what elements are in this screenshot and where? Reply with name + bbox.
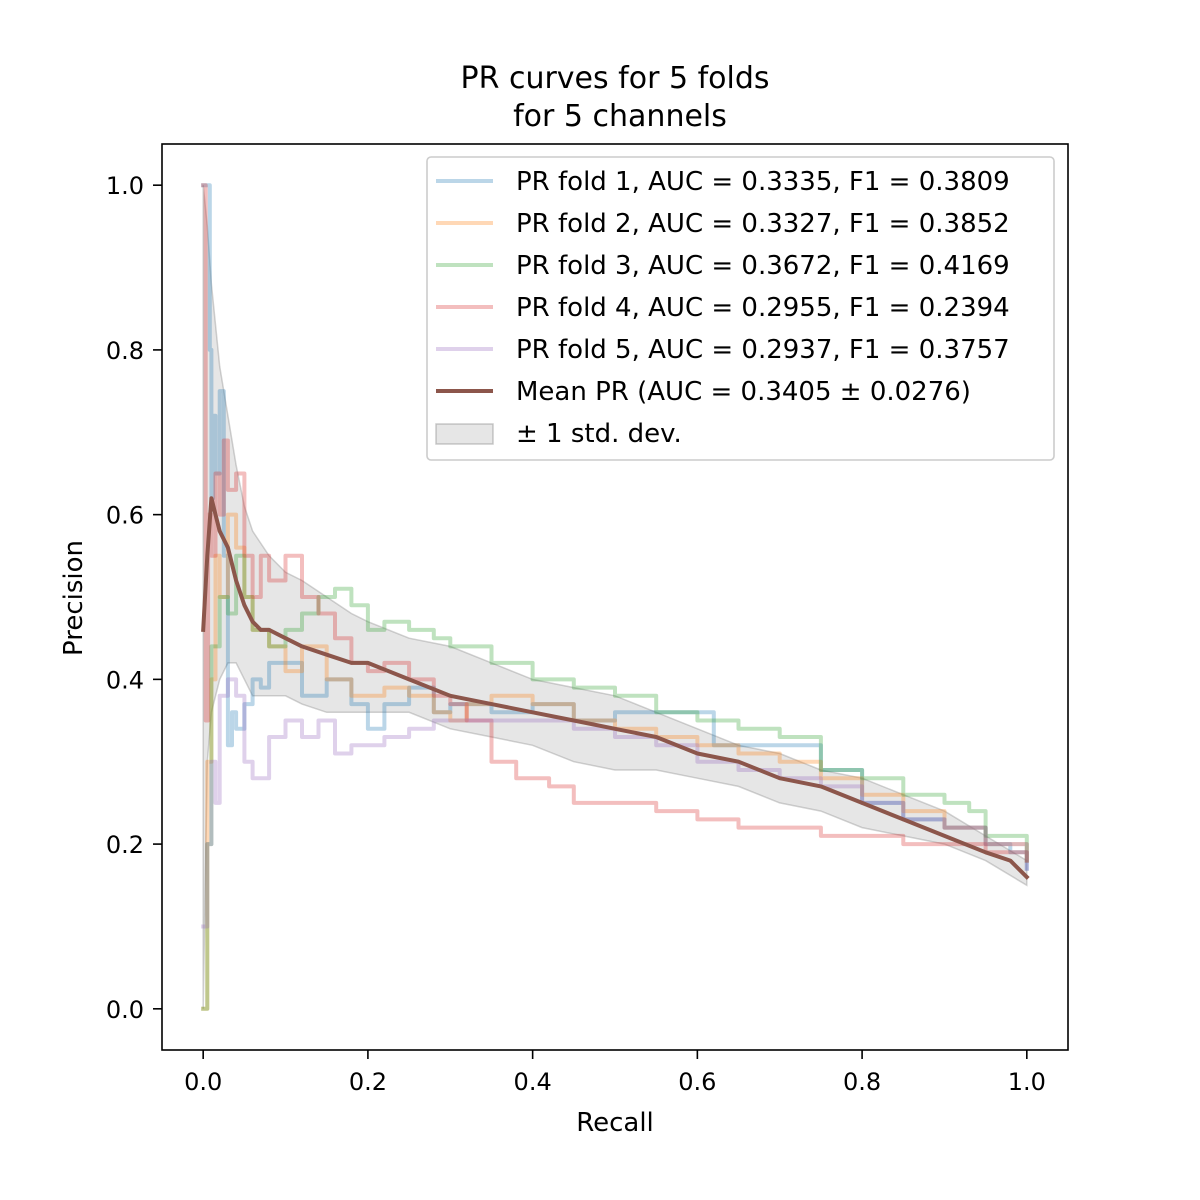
mean-pr-line xyxy=(201,496,1030,880)
x-tick-label: 0.4 xyxy=(514,1068,552,1096)
legend-label-6: Mean PR (AUC = 0.3405 ± 0.0276) xyxy=(516,377,971,407)
pr-fold-1-line xyxy=(201,183,1029,871)
y-tick-label: 0.0 xyxy=(106,996,144,1024)
pr-fold-2-line xyxy=(201,512,1029,1011)
y-axis-label: Precision xyxy=(59,540,89,656)
y-tick-label: 0.8 xyxy=(106,337,144,365)
chart-title-line-2: for 5 channels xyxy=(513,99,727,134)
x-tick-label: 0.2 xyxy=(349,1068,387,1096)
legend-std-band-swatch xyxy=(435,423,494,445)
x-tick-label: 0.8 xyxy=(843,1068,881,1096)
y-tick-label: 0.6 xyxy=(106,502,144,530)
series-layer xyxy=(201,183,1030,1011)
x-tick-label: 0.6 xyxy=(678,1068,716,1096)
y-tick-label: 0.2 xyxy=(106,831,144,859)
x-axis: 0.0 0.2 0.4 0.6 0.8 1.0 xyxy=(184,1050,1046,1096)
pr-fold-3-line xyxy=(201,553,1029,1011)
std-dev-band xyxy=(202,185,1028,1009)
x-axis-label: Recall xyxy=(576,1108,654,1138)
x-tick-label: 1.0 xyxy=(1008,1068,1046,1096)
legend-label-3: PR fold 3, AUC = 0.3672, F1 = 0.4169 xyxy=(516,251,1010,281)
y-tick-label: 0.4 xyxy=(106,666,144,694)
legend-label-2: PR fold 2, AUC = 0.3327, F1 = 0.3852 xyxy=(516,209,1010,239)
legend-frame xyxy=(426,156,1055,461)
chart-title-line-1: PR curves for 5 folds xyxy=(460,61,769,96)
y-axis: 0.0 0.2 0.4 0.6 0.8 1.0 xyxy=(106,172,162,1024)
legend-label-4: PR fold 4, AUC = 0.2955, F1 = 0.2394 xyxy=(516,293,1010,323)
std-band-layer xyxy=(202,185,1028,1009)
y-tick-label: 1.0 xyxy=(106,172,144,200)
plot-frame xyxy=(161,143,1069,1051)
pr-fold-5-line xyxy=(201,677,1029,929)
x-tick-label: 0.0 xyxy=(184,1068,222,1096)
legend: PR fold 1, AUC = 0.3335, F1 = 0.3809 PR f… xyxy=(426,156,1055,461)
legend-label-5: PR fold 5, AUC = 0.2937, F1 = 0.3757 xyxy=(516,335,1010,365)
plot-area xyxy=(161,143,1069,1051)
legend-label-1: PR fold 1, AUC = 0.3335, F1 = 0.3809 xyxy=(516,167,1010,197)
legend-label-7: ± 1 std. dev. xyxy=(516,419,682,449)
